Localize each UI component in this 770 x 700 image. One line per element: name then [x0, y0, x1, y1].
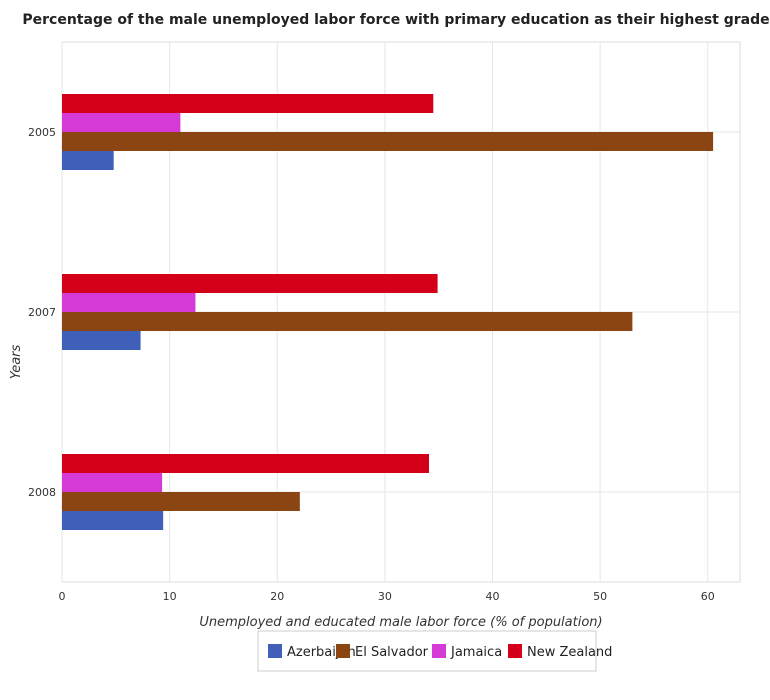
- legend-box: [257, 630, 597, 672]
- bar-new-zealand-2005: [62, 94, 434, 113]
- bar-new-zealand-2007: [62, 274, 438, 293]
- x-tick-labels: 0 10 20 30 40 50 60: [59, 590, 715, 603]
- bar-jamaica-2005: [62, 113, 181, 132]
- bar-el-salvador-2007: [62, 312, 633, 331]
- x-tick-label: 10: [163, 590, 177, 603]
- y-tick-labels: 2005 2007 2008: [28, 126, 56, 499]
- x-tick-label: 20: [270, 590, 284, 603]
- bar-azerbaijan-2008: [62, 511, 164, 530]
- legend-label: Jamaica: [450, 645, 502, 660]
- legend: Azerbaijan El Salvador Jamaica New Zealand: [257, 630, 612, 672]
- x-axis-label: Unemployed and educated male labor force…: [199, 615, 602, 630]
- bar-new-zealand-2008: [62, 454, 429, 473]
- legend-label: El Salvador: [355, 645, 429, 660]
- x-tick-label: 30: [378, 590, 392, 603]
- legend-swatch: [336, 644, 350, 658]
- bar-jamaica-2007: [62, 293, 196, 312]
- legend-label: New Zealand: [527, 645, 612, 660]
- x-tick-label: 50: [593, 590, 607, 603]
- x-tick-label: 0: [59, 590, 66, 603]
- bar-jamaica-2008: [62, 473, 163, 492]
- chart-title: Percentage of the male unemployed labor …: [22, 12, 769, 28]
- y-tick-label: 2005: [28, 126, 56, 139]
- x-tick-label: 40: [485, 590, 499, 603]
- bar-azerbaijan-2007: [62, 331, 141, 350]
- legend-swatch: [432, 644, 446, 658]
- y-tick-label: 2008: [28, 486, 56, 499]
- legend-swatch: [268, 644, 282, 658]
- bar-el-salvador-2005: [62, 132, 714, 151]
- bars: [62, 94, 714, 530]
- bar-azerbaijan-2005: [62, 151, 114, 170]
- x-tick-label: 60: [701, 590, 715, 603]
- y-axis-label: Years: [9, 344, 24, 379]
- y-tick-label: 2007: [28, 306, 56, 319]
- bar-el-salvador-2008: [62, 492, 300, 511]
- legend-swatch: [508, 644, 522, 658]
